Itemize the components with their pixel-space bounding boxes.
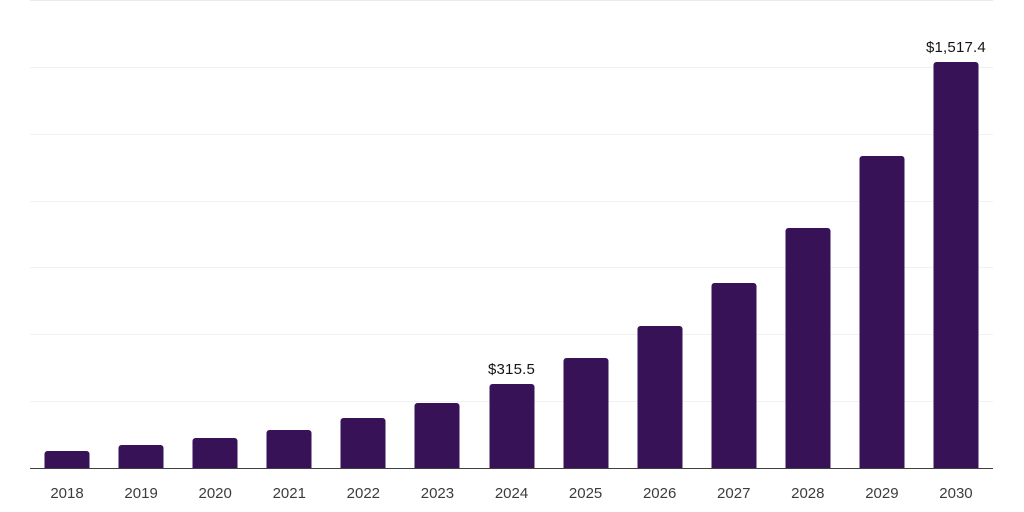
x-tick-label-2026: 2026 — [642, 485, 677, 502]
gridline-1500 — [30, 66, 993, 68]
bar-slot-2020 — [178, 0, 252, 468]
x-tick-label-2020: 2020 — [198, 485, 232, 502]
value-label-2030: $1,517.4 — [925, 39, 986, 57]
x-axis-line — [30, 468, 993, 469]
gridline-1250 — [30, 133, 993, 135]
x-tick-label-2018: 2018 — [50, 485, 84, 502]
bar-slot-2025 — [549, 0, 623, 468]
bar-2022 — [340, 418, 386, 468]
bar-slot-2030: $1,517.4 — [919, 0, 993, 468]
gridline-1750 — [30, 0, 993, 1]
x-tick-label-2025: 2025 — [568, 485, 603, 502]
bar-2024 — [489, 383, 534, 468]
bar-slot-2029 — [845, 0, 919, 468]
gridline-750 — [30, 267, 993, 269]
bar-2025 — [563, 358, 609, 468]
bar-slot-2018 — [30, 0, 104, 468]
bar-series: $315.5 $1,517.4 — [30, 0, 993, 468]
x-tick-label-2028: 2028 — [791, 485, 825, 502]
gridline-1000 — [30, 200, 993, 202]
bar-2028 — [785, 227, 831, 468]
x-tick-label-2019: 2019 — [124, 485, 158, 502]
value-label-2024: $315.5 — [487, 360, 536, 378]
x-tick-label-2024: 2024 — [494, 485, 529, 502]
bar-2018 — [44, 450, 90, 468]
bar-slot-2023 — [400, 0, 474, 468]
x-tick-label-2029: 2029 — [865, 485, 899, 502]
bar-slot-2026 — [623, 0, 697, 468]
bar-2030 — [933, 62, 979, 468]
x-tick-label-2027: 2027 — [717, 485, 751, 502]
bar-slot-2027 — [697, 0, 771, 468]
gridline-500 — [30, 334, 993, 336]
bar-2021 — [266, 429, 312, 468]
bar-2027 — [711, 283, 757, 468]
bar-slot-2019 — [104, 0, 178, 468]
x-tick-label-2023: 2023 — [420, 485, 455, 502]
plot-area: $315.5 $1,517.4 — [30, 0, 993, 469]
bar-slot-2022 — [326, 0, 400, 468]
bar-slot-2021 — [252, 0, 326, 468]
bar-2023 — [414, 403, 460, 468]
bar-slot-2024: $315.5 — [474, 0, 548, 468]
bar-2026 — [637, 325, 683, 468]
bar-2019 — [118, 445, 164, 468]
x-tick-label-2022: 2022 — [346, 485, 381, 502]
bar-slot-2028 — [771, 0, 845, 468]
x-axis-labels: 2018 2019 2020 2021 2022 2023 2024 2025 2026 2027… — [30, 470, 993, 512]
bar-2020 — [192, 438, 238, 468]
x-tick-label-2021: 2021 — [272, 485, 306, 502]
x-tick-label-2030: 2030 — [939, 485, 973, 502]
bar-2029 — [859, 155, 905, 468]
